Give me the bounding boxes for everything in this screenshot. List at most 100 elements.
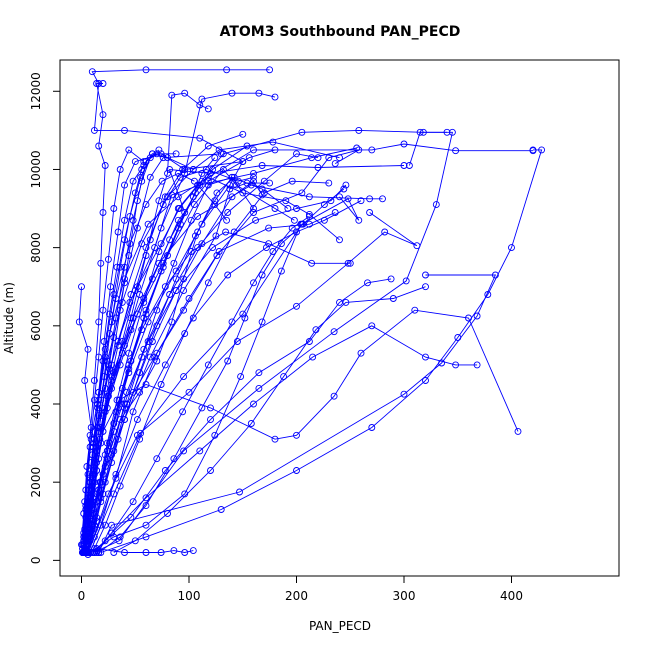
data-point	[230, 228, 238, 236]
data-point	[198, 95, 206, 103]
data-point	[148, 150, 156, 158]
data-point	[157, 224, 165, 232]
profile-series	[84, 209, 421, 558]
data-point	[176, 173, 184, 181]
data-point	[180, 373, 188, 381]
data-point	[366, 195, 374, 203]
data-point	[82, 537, 90, 545]
data-point	[142, 533, 150, 541]
data-point	[265, 224, 273, 232]
data-point	[170, 547, 178, 555]
data-point	[81, 533, 89, 541]
data-point	[298, 128, 306, 136]
data-point	[131, 158, 139, 166]
data-point	[85, 510, 93, 517]
data-point	[142, 201, 150, 209]
data-point	[95, 486, 103, 494]
data-point	[157, 381, 165, 388]
data-point	[155, 259, 163, 267]
data-point	[101, 521, 109, 529]
data-point	[389, 295, 397, 302]
data-point	[101, 451, 109, 459]
data-point	[400, 140, 408, 148]
data-point	[233, 338, 241, 345]
data-point	[258, 162, 266, 169]
profile-line	[98, 274, 497, 553]
data-point	[181, 490, 189, 498]
profile-line	[82, 149, 145, 553]
data-point	[110, 205, 118, 212]
data-point	[255, 369, 263, 377]
profile-line	[91, 278, 392, 553]
data-point	[211, 154, 219, 162]
data-point	[236, 488, 243, 496]
data-point	[239, 158, 247, 166]
data-point	[97, 259, 105, 267]
data-point	[136, 435, 144, 443]
data-point	[191, 232, 199, 240]
data-point	[142, 549, 150, 556]
profile-line	[83, 149, 276, 553]
data-point	[110, 549, 118, 556]
data-point	[258, 271, 266, 279]
data-point	[297, 220, 305, 228]
data-point	[121, 126, 128, 134]
data-point	[314, 154, 322, 162]
data-point	[168, 91, 176, 99]
data-point	[104, 361, 112, 369]
data-point	[95, 353, 103, 361]
data-point	[508, 244, 515, 252]
data-point	[330, 328, 338, 336]
data-point	[330, 392, 338, 400]
data-point	[250, 400, 257, 408]
data-point	[357, 197, 365, 205]
data-point	[327, 197, 335, 205]
data-point	[514, 427, 522, 435]
data-point	[293, 205, 300, 212]
y-axis-label: Altitude (m)	[2, 282, 16, 354]
data-point	[99, 111, 107, 119]
data-point	[228, 89, 236, 97]
data-point	[164, 154, 171, 162]
y-tick-label: 8000	[29, 232, 43, 263]
profile-line	[89, 168, 295, 538]
data-point	[104, 490, 112, 498]
data-point	[305, 210, 313, 218]
data-point	[125, 349, 133, 357]
data-point	[142, 494, 150, 502]
data-point	[211, 431, 219, 439]
data-point	[158, 177, 166, 185]
profile-series	[82, 142, 251, 556]
data-point	[422, 377, 429, 384]
data-point	[357, 349, 365, 357]
data-point	[232, 181, 240, 189]
data-point	[336, 193, 343, 201]
profile-line	[89, 200, 362, 553]
data-point	[293, 302, 300, 310]
data-point	[138, 177, 146, 185]
data-point	[260, 177, 268, 185]
data-point	[153, 306, 161, 314]
profile-line	[85, 212, 336, 553]
data-point	[250, 146, 257, 154]
data-point	[121, 549, 128, 556]
data-point	[239, 189, 247, 197]
data-point	[174, 205, 182, 212]
data-point	[271, 205, 279, 212]
x-tick-label: 400	[500, 589, 523, 603]
profile-line	[85, 92, 276, 549]
data-point	[223, 66, 231, 74]
data-point	[402, 277, 410, 285]
profile-line	[84, 143, 533, 549]
data-point	[99, 306, 107, 314]
profile-line	[85, 309, 519, 541]
data-point	[83, 463, 91, 470]
x-tick-label: 200	[285, 589, 308, 603]
data-point	[142, 66, 150, 74]
data-point	[213, 189, 221, 197]
data-point	[88, 478, 96, 486]
profile-series	[81, 150, 197, 553]
data-point	[170, 259, 178, 267]
profile-series	[95, 185, 348, 556]
data-point	[185, 388, 193, 396]
